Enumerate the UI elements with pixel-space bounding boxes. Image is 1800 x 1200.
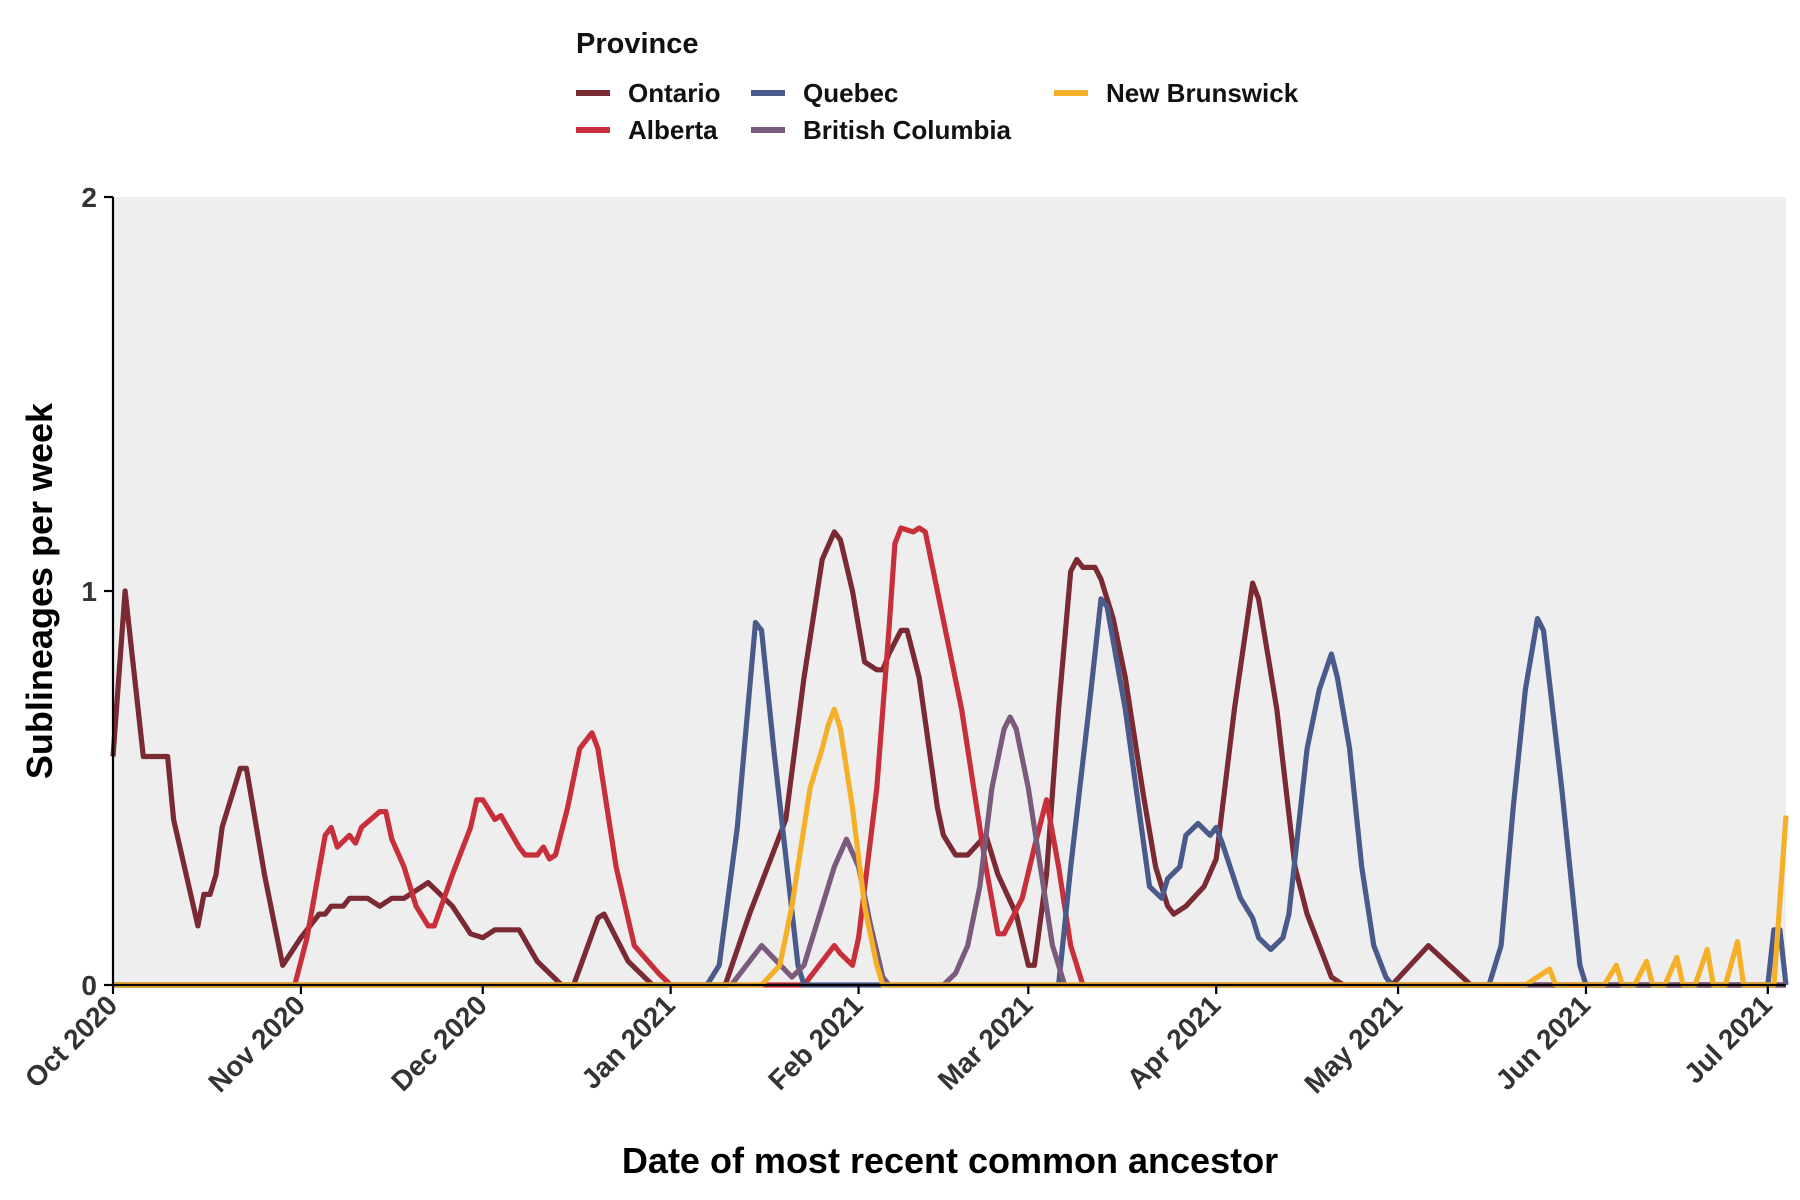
x-tick-label: Nov 2020: [202, 989, 311, 1098]
x-tick-label: Jun 2021: [1490, 989, 1597, 1096]
x-ticks: Oct 2020 Nov 2020 Dec 2020 Jan 2021 Feb 2021…: [19, 985, 1778, 1099]
y-axis-title: Sublineages per week: [19, 402, 60, 779]
y-tick-label: 2: [81, 182, 97, 213]
y-ticks: 0 1 2: [81, 182, 113, 1001]
x-tick-label: Jul 2021: [1678, 989, 1778, 1089]
x-tick-label: Apr 2021: [1121, 989, 1227, 1095]
plot-panel: [113, 197, 1786, 985]
series-line-alberta: [113, 525, 1786, 988]
legend-swatch-ontario: [576, 90, 610, 96]
x-tick-label: Mar 2021: [932, 989, 1039, 1096]
legend-swatch-alberta: [576, 127, 610, 133]
legend-swatch-new-brunswick: [1054, 90, 1088, 96]
x-tick-label: Jan 2021: [575, 989, 681, 1095]
legend: Ontario Alberta Quebec British Columbia New …: [576, 78, 1299, 145]
series-line-ontario: [110, 529, 1786, 988]
legend-title: Province: [576, 28, 699, 60]
legend-item-ontario: Ontario: [576, 78, 720, 108]
legend-label-british-columbia: British Columbia: [803, 115, 1012, 145]
legend-item-british-columbia: British Columbia: [751, 115, 1012, 145]
x-tick-label: Feb 2021: [762, 989, 869, 1096]
x-tick-label: May 2021: [1298, 989, 1408, 1099]
legend-label-ontario: Ontario: [628, 78, 720, 108]
legend-item-alberta: Alberta: [576, 115, 718, 145]
legend-swatch-british-columbia: [751, 127, 785, 133]
legend-label-alberta: Alberta: [628, 115, 718, 145]
y-tick-label: 1: [81, 576, 97, 607]
legend-label-new-brunswick: New Brunswick: [1106, 78, 1299, 108]
x-tick-label: Oct 2020: [19, 989, 123, 1093]
y-tick-label: 0: [81, 970, 97, 1001]
legend-item-quebec: Quebec: [751, 78, 898, 108]
legend-item-new-brunswick: New Brunswick: [1054, 78, 1299, 108]
x-axis-title: Date of most recent common ancestor: [622, 1140, 1278, 1181]
x-tick-label: Dec 2020: [385, 989, 493, 1097]
legend-label-quebec: Quebec: [803, 78, 898, 108]
legend-swatch-quebec: [751, 90, 785, 96]
